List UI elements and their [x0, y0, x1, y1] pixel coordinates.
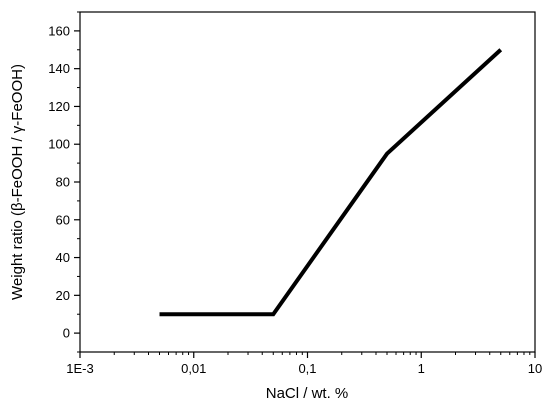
- y-tick-label: 40: [56, 250, 70, 265]
- y-axis-ticks: 0 20 40 60 80 100 120 140 160: [48, 11, 80, 353]
- y-tick-label: 80: [56, 175, 70, 190]
- y-tick-label: 160: [48, 23, 70, 38]
- y-tick-label: 100: [48, 137, 70, 152]
- series-line: [159, 48, 503, 317]
- x-axis-ticks: 1E-3 0,01 0,1 1 10: [66, 352, 542, 376]
- y-tick-label: 20: [56, 288, 70, 303]
- y-axis-title: Weight ratio (β-FeOOH / γ-FeOOH): [9, 64, 26, 300]
- plot-frame: [79, 11, 536, 353]
- x-tick-label: 0,1: [298, 361, 316, 376]
- x-tick-label: 0,01: [181, 361, 206, 376]
- x-tick-label: 1E-3: [66, 361, 93, 376]
- x-tick-label: 10: [528, 361, 542, 376]
- y-tick-label: 0: [63, 326, 70, 341]
- series-group: [159, 48, 503, 317]
- y-tick-label: 140: [48, 61, 70, 76]
- y-tick-label: 120: [48, 99, 70, 114]
- x-axis-title: NaCl / wt. %: [266, 385, 349, 402]
- x-tick-label: 1: [418, 361, 425, 376]
- y-tick-label: 60: [56, 212, 70, 227]
